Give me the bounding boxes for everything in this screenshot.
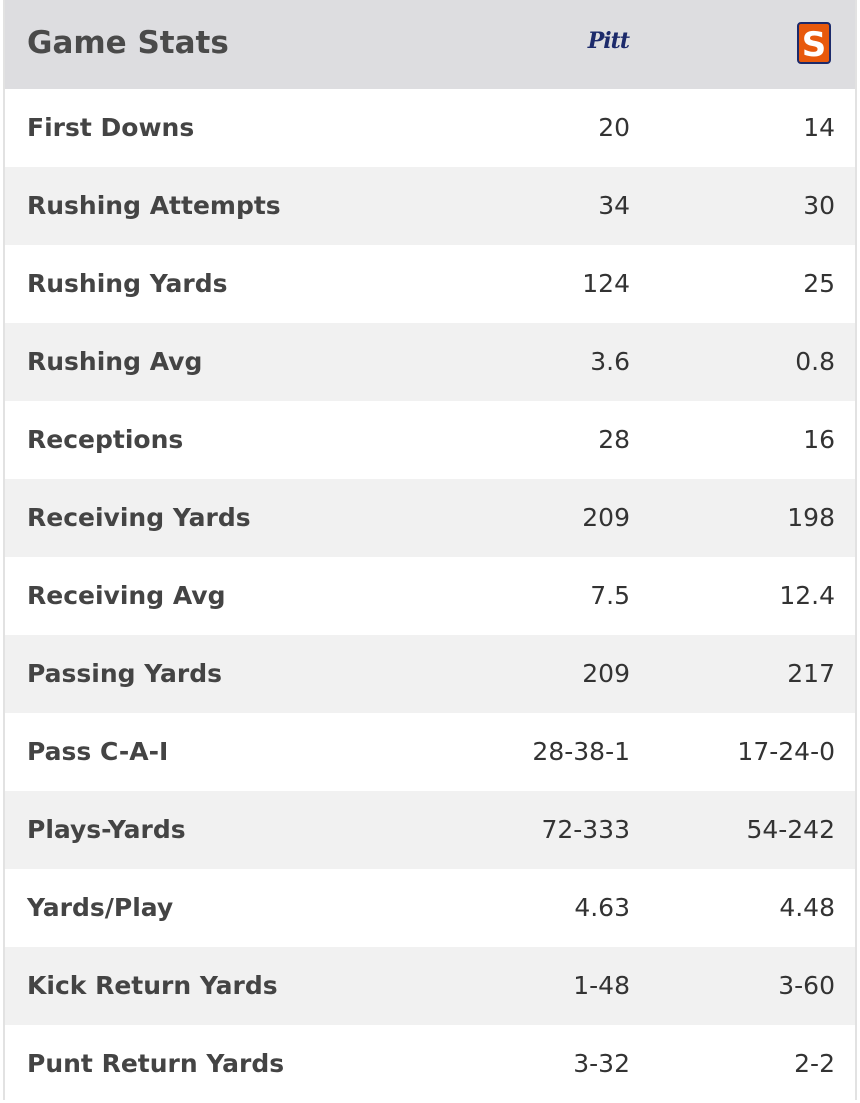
team-value: 28-38-1 [532, 737, 630, 766]
team-value: 2-2 [794, 1049, 835, 1078]
team-value: 12.4 [779, 581, 835, 610]
team-value: 1-48 [573, 971, 630, 1000]
team-value: 4.48 [779, 893, 835, 922]
table-row: Rushing Yards 124 25 [5, 245, 855, 323]
table-row: Pass C-A-I 28-38-1 17-24-0 [5, 713, 855, 791]
team-value: 7.5 [590, 581, 630, 610]
table-row: Yards/Play 4.63 4.48 [5, 869, 855, 947]
team-value: 3.6 [590, 347, 630, 376]
stat-label: Punt Return Yards [27, 1049, 285, 1078]
stat-label: Plays-Yards [27, 815, 186, 844]
stat-label: Rushing Avg [27, 347, 203, 376]
stat-label: Rushing Yards [27, 269, 228, 298]
team-value: 217 [787, 659, 835, 688]
stat-label: Pass C-A-I [27, 737, 169, 766]
team-value: 25 [803, 269, 835, 298]
stat-label: First Downs [27, 113, 195, 142]
team-value: 16 [803, 425, 835, 454]
table-row: Plays-Yards 72-333 54-242 [5, 791, 855, 869]
team-value: 0.8 [795, 347, 835, 376]
team-value: 20 [598, 113, 630, 142]
table-row: Kick Return Yards 1-48 3-60 [5, 947, 855, 1025]
team-logo: Pitt [587, 28, 630, 54]
stat-label: Passing Yards [27, 659, 223, 688]
stat-label: Kick Return Yards [27, 971, 278, 1000]
team-value: 54-242 [746, 815, 835, 844]
team-value: 72-333 [541, 815, 630, 844]
team-value: 34 [598, 191, 630, 220]
team-value: 3-60 [778, 971, 835, 1000]
stat-label: Receiving Yards [27, 503, 251, 532]
table-row: First Downs 20 14 [5, 89, 855, 167]
table-row: Receptions 28 16 [5, 401, 855, 479]
team-value: 17-24-0 [737, 737, 835, 766]
team-value: 4.63 [574, 893, 630, 922]
team-value: 209 [582, 503, 630, 532]
team-value: 3-32 [573, 1049, 630, 1078]
team-value: 209 [582, 659, 630, 688]
title: Game Stats [27, 25, 229, 61]
team-value: 14 [803, 113, 835, 142]
team-value: 28 [598, 425, 630, 454]
table-row: Passing Yards 209 217 [5, 635, 855, 713]
team-value: 124 [582, 269, 630, 298]
table-row: Receiving Yards 209 198 [5, 479, 855, 557]
table-row: Receiving Avg 7.5 12.4 [5, 557, 855, 635]
team-logo: S [797, 22, 831, 65]
table-row: Punt Return Yards 3-32 2-2 [5, 1025, 855, 1103]
stat-label: Yards/Play [27, 893, 174, 922]
stats-table: Game Stats Pitt S First Downs 20 14 Rushing… [3, 0, 857, 1100]
stat-label: Receiving Avg [27, 581, 226, 610]
team-value: 198 [787, 503, 835, 532]
stat-label: Rushing Attempts [27, 191, 281, 220]
table-header: Game Stats Pitt S [5, 0, 855, 89]
stat-label: Receptions [27, 425, 184, 454]
table-body: First Downs 20 14 Rushing Attempts 34 30 Rushi… [5, 89, 855, 1103]
team-value: 30 [803, 191, 835, 220]
table-row: Rushing Attempts 34 30 [5, 167, 855, 245]
table-row: Rushing Avg 3.6 0.8 [5, 323, 855, 401]
